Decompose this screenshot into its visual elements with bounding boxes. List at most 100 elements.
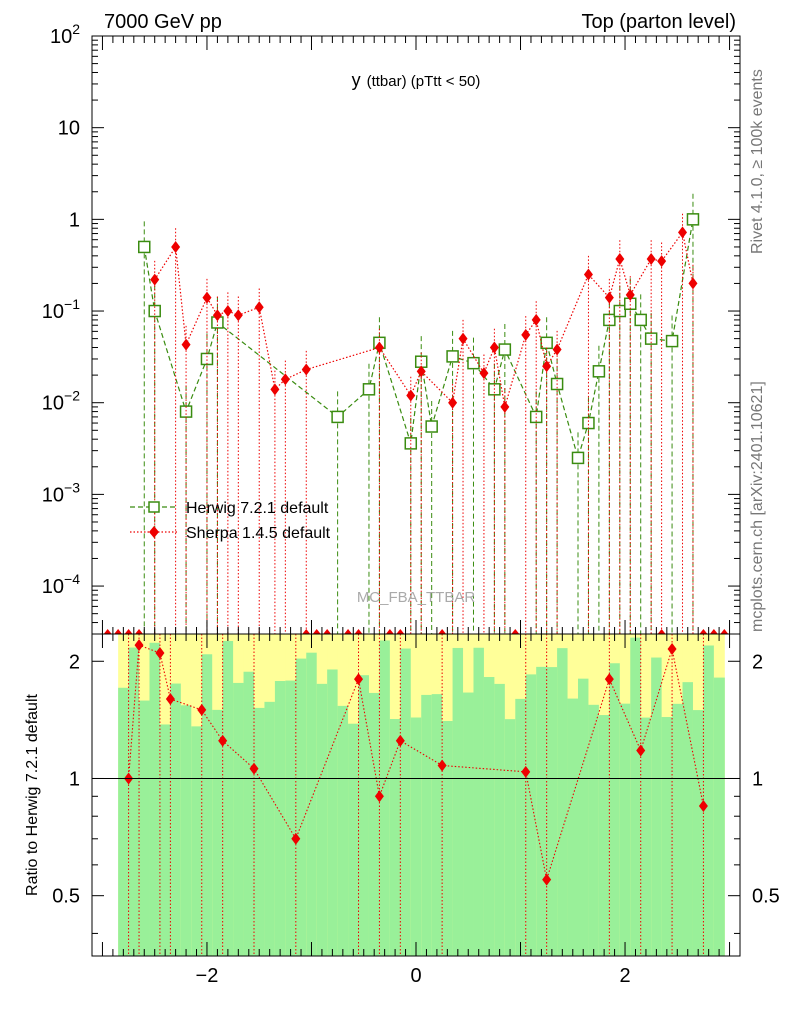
ratio-sherpa-point [542,873,552,886]
ratio-series-layer [124,634,708,956]
ratio-band-inner [682,682,694,956]
ratio-band-inner [233,682,245,956]
sherpa-underflow-point [699,629,708,634]
ratio-band-inner [149,642,161,956]
herwig-point [200,352,214,366]
ratio-band-inner [525,674,537,956]
ratio-band-inner [640,717,652,956]
main-ytick-base: 10 [42,484,64,506]
main-plot-frame [91,35,741,635]
main-ytick-base: 10 [42,576,64,598]
sherpa-point [448,396,458,409]
ratio-band-inner [389,718,401,956]
sherpa-point [301,363,311,376]
ratio-sherpa-point [374,790,384,803]
ratio-band-inner [463,692,474,956]
plot-title: y (ttbar) (pTtt < 50) [352,70,481,90]
main-series-layer [103,193,729,634]
herwig-point [592,365,606,378]
ratio-ytick-label: 1 [69,768,80,790]
main-ytick-base: 1 [69,209,80,231]
ratio-band-inner [295,658,307,956]
ratio-sherpa-point [354,673,364,686]
ratio-sherpa-point [667,643,677,656]
ratio-band-inner [557,648,569,956]
sherpa-point [615,252,625,265]
sherpa-point [583,268,593,281]
sherpa-point [500,400,510,413]
ratio-band-inner [264,701,276,956]
herwig-point [498,343,512,356]
sherpa-underflow-point [135,629,144,634]
herwig-point [634,313,647,327]
ratio-band-inner [212,709,224,956]
main-ytick-label: 10−4 [42,571,80,598]
ratio-band-inner [327,669,339,956]
sherpa-point [212,309,222,322]
sherpa-point [406,389,416,402]
ratio-axes: −2 0 2 0.5 0.5 1 1 2 2 [52,633,780,987]
sherpa-point [542,360,552,373]
sherpa-point [254,301,264,314]
ratio-band-inner [442,721,454,956]
legend: Herwig 7.2.1 default Sherpa 1.4.5 defaul… [130,500,331,542]
sherpa-point [233,309,243,322]
ratio-ytick-label: 2 [69,651,80,673]
legend-herwig-label: Herwig 7.2.1 default [186,500,329,517]
ratio-band-inner [588,704,600,956]
ratio-band-inner [337,705,349,956]
ratio-sherpa-point [698,799,708,812]
ratio-sherpa-point [155,647,165,660]
sherpa-underflow-point [103,629,112,634]
sherpa-point [657,255,667,268]
main-ytick-label: 10 [58,118,80,140]
herwig-point [665,334,679,348]
ratio-band-inner [285,680,297,956]
main-ytick-exp: −3 [64,479,80,495]
ratio-band-inner [316,683,328,956]
sherpa-point [150,273,160,286]
sherpa-point [223,305,233,318]
sherpa-underflow-point [354,629,363,634]
sherpa-point [604,291,614,304]
ratio-sherpa-point [249,762,259,775]
legend-sherpa-label: Sherpa 1.4.5 default [186,525,331,542]
herwig-point [582,416,595,430]
ratio-band-inner [494,683,506,956]
ratio-band-inner [483,677,495,956]
sherpa-underflow-point [114,629,123,634]
sherpa-point [531,313,541,326]
ratio-band-inner [703,645,715,956]
sherpa-point [280,373,290,386]
ratio-sherpa-point [197,703,207,716]
legend-herwig-marker [148,501,160,513]
xtick-label: −2 [196,965,219,987]
plot-title-main: y [352,70,361,90]
ratio-band-inner [651,657,663,956]
rivet-label: Rivet 4.1.0, ≥ 100k events [749,69,766,254]
main-ytick-label: 10−2 [42,388,80,415]
ratio-sherpa-point [395,734,405,747]
ratio-band-inner [139,700,150,956]
ratio-band-inner [306,652,318,956]
ratio-band-inner [243,671,255,956]
main-ytick-label: 10−3 [42,479,80,506]
ratio-band-inner [421,694,433,956]
main-ytick-base: 10 [50,26,72,48]
ratio-band-inner [368,692,380,956]
sherpa-underflow-point [124,629,133,634]
ratio-band-inner [348,723,360,956]
ratio-band-inner [170,683,182,956]
sherpa-underflow-point [657,629,666,634]
herwig-point [467,356,480,370]
watermark: MC_FBA_TTBAR [357,589,476,606]
plot-title-sub: (ttbar) (pTtt < 50) [367,73,481,90]
ratio-band-inner [118,687,130,956]
sherpa-point [521,328,531,341]
ratio-ytick-label-right: 0.5 [752,886,780,908]
ratio-band-inner [619,703,631,956]
ratio-band-inner [692,710,704,956]
sherpa-point [458,332,468,345]
ratio-band-inner [128,647,140,956]
